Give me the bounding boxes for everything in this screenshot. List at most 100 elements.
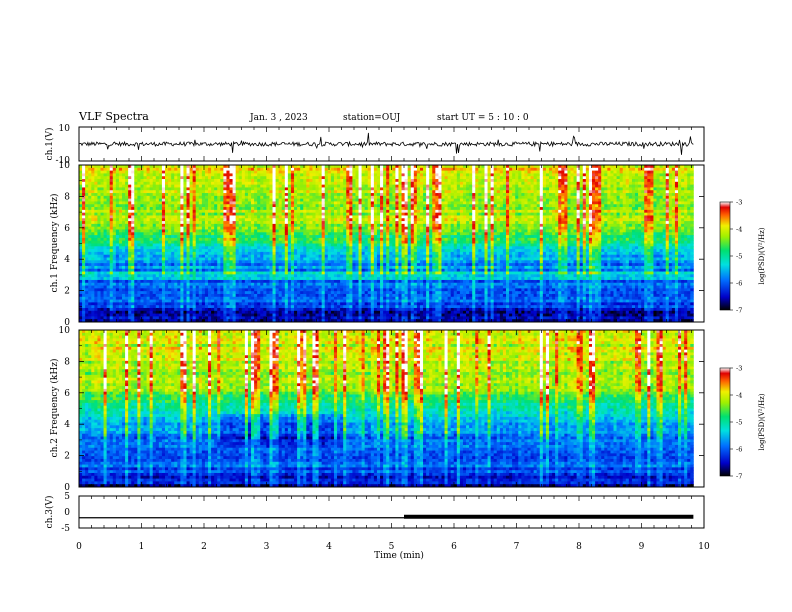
spectrogram-cell (322, 185, 325, 188)
spectrogram-cell (128, 286, 131, 289)
spectrogram-cell (337, 221, 340, 224)
spectrogram-cell (220, 190, 223, 193)
spectrogram-cell (248, 249, 251, 252)
spectrogram-cell (94, 255, 97, 258)
spectrogram-cell (236, 173, 239, 176)
spectrogram-cell (337, 179, 340, 182)
spectrogram-cell (88, 308, 91, 311)
spectrogram-cell (193, 311, 196, 314)
spectrogram-cell (288, 280, 291, 283)
spectrogram-cell (269, 272, 272, 275)
spectrogram-cell (257, 224, 260, 227)
spectrogram-cell (97, 210, 100, 213)
spectrogram-cell (349, 294, 352, 297)
spectrogram-cell (322, 266, 325, 269)
spectrogram-cell (147, 260, 150, 263)
spectrogram-cell (288, 221, 291, 224)
spectrogram-cell (168, 274, 171, 277)
spectrogram-cell (273, 302, 276, 305)
spectrogram-cell (174, 263, 177, 266)
spectrogram-cell (128, 300, 131, 303)
spectrogram-cell (144, 260, 147, 263)
spectrogram-cell (79, 221, 82, 224)
spectrogram-cell (269, 218, 272, 221)
spectrogram-cell (337, 187, 340, 190)
spectrogram-cell (134, 221, 137, 224)
spectrogram-cell (223, 224, 226, 227)
spectrogram-cell (226, 227, 229, 230)
spectrogram-cell (144, 168, 147, 171)
spectrogram-cell (165, 213, 168, 216)
spectrogram-cell (156, 286, 159, 289)
spectrogram-cell (171, 210, 174, 213)
spectrogram-cell (183, 227, 186, 230)
spectrogram-cell (233, 218, 236, 221)
spectrogram-cell (196, 308, 199, 311)
spectrogram-cell (300, 314, 303, 317)
spectrogram-cell (94, 288, 97, 291)
spectrogram-cell (251, 255, 254, 258)
spectrogram-cell (319, 190, 322, 193)
spectrogram-cell (279, 263, 282, 266)
spectrogram-cell (260, 316, 263, 319)
spectrogram-cell (82, 297, 85, 300)
spectrogram-cell (263, 305, 266, 308)
spectrogram-cell (88, 235, 91, 238)
spectrogram-cell (254, 311, 257, 314)
spectrogram-cell (312, 280, 315, 283)
spectrogram-cell (202, 283, 205, 286)
spectrogram-cell (291, 272, 294, 275)
spectrogram-cell (233, 227, 236, 230)
spectrogram-cell (91, 274, 94, 277)
spectrogram-cell (239, 227, 242, 230)
spectrogram-cell (334, 305, 337, 308)
spectrogram-cell (279, 274, 282, 277)
spectrogram-cell (279, 311, 282, 314)
spectrogram-cell (101, 274, 104, 277)
spectrogram-cell (177, 171, 180, 174)
spectrogram-cell (260, 185, 263, 188)
spectrogram-cell (168, 246, 171, 249)
spectrogram-cell (144, 249, 147, 252)
spectrogram-cell (104, 210, 107, 213)
spectrogram-cell (101, 280, 104, 283)
spectrogram-cell (85, 215, 88, 218)
spectrogram-cell (242, 204, 245, 207)
spectrogram-cell (346, 311, 349, 314)
spectrogram-cell (107, 266, 110, 269)
spectrogram-cell (177, 260, 180, 263)
spectrogram-cell (199, 300, 202, 303)
spectrogram-cell (97, 204, 100, 207)
spectrogram-cell (266, 179, 269, 182)
spectrogram-cell (273, 314, 276, 317)
spectrogram-cell (165, 272, 168, 275)
spectrogram-cell (242, 255, 245, 258)
spectrogram-cell (190, 286, 193, 289)
spectrogram-cell (294, 244, 297, 247)
spectrogram-cell (319, 305, 322, 308)
spectrogram-cell (248, 260, 251, 263)
spectrogram-cell (226, 168, 229, 171)
spectrogram-cell (193, 266, 196, 269)
spectrogram-cell (193, 187, 196, 190)
spectrogram-cell (269, 224, 272, 227)
spectrogram-cell (85, 196, 88, 199)
spectrogram-cell (346, 179, 349, 182)
spectrogram-cell (260, 255, 263, 258)
spectrogram-cell (85, 193, 88, 196)
spectrogram-cell (266, 316, 269, 319)
spectrogram-cell (177, 263, 180, 266)
spectrogram-cell (337, 297, 340, 300)
spectrogram-cell (125, 260, 128, 263)
spectrogram-cell (79, 269, 82, 272)
spectrogram-cell (282, 179, 285, 182)
spectrogram-cell (119, 291, 122, 294)
spectrogram-cell (269, 179, 272, 182)
spectrogram-cell (331, 302, 334, 305)
spectrogram-cell (214, 179, 217, 182)
spectrogram-cell (202, 252, 205, 255)
spectrogram-cell (162, 229, 165, 232)
spectrogram-cell (236, 187, 239, 190)
spectrogram-cell (156, 283, 159, 286)
spectrogram-cell (254, 171, 257, 174)
